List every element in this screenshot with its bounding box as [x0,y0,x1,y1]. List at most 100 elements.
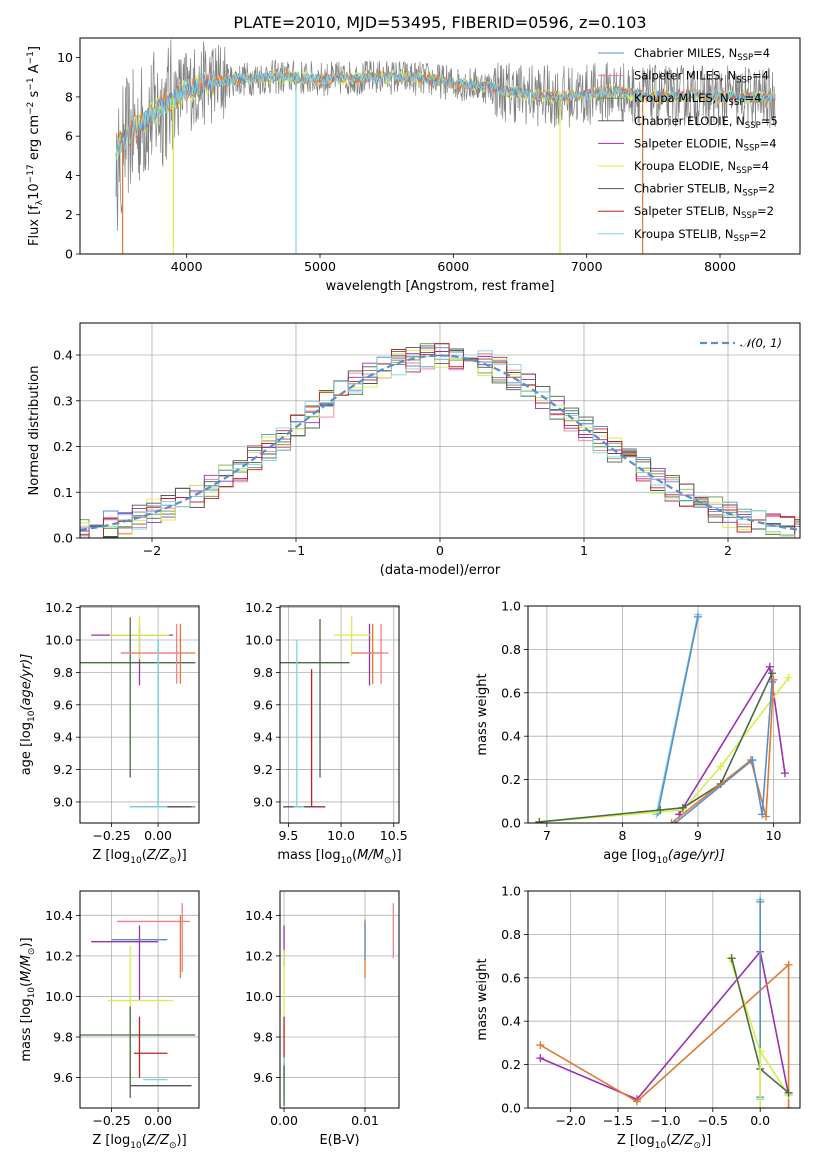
axes-frame [527,890,801,1109]
x-tick-label: 0.0 [750,1113,770,1128]
x-axis-label: Z [log10(Z/Z⊙)] [617,1133,711,1151]
weight-point-marker [536,1054,545,1063]
y-tick-label: 10.4 [45,908,73,923]
legend-entry: Salpeter ELODIE, NSSP=4 [634,136,777,153]
x-tick-label: 6000 [437,259,469,274]
legend-entry: Kroupa MILES, NSSP=4 [634,91,761,108]
y-tick-label: 0.8 [501,642,521,657]
label-part: ⊙ [384,856,392,866]
label-part: 10 [655,1141,667,1151]
x-tick-label: −2.0 [555,1113,585,1128]
y-tick-label: 0.4 [501,729,521,744]
y-tick-label: 9.8 [53,665,73,680]
label-part: age [log [603,848,656,863]
label-part: )] [701,1133,711,1148]
weight-point-marker [756,1047,765,1056]
label-part: ( [142,1133,147,1148]
x-axis-label: (data-model)/error [380,563,501,578]
y-tick-label: 9.0 [53,794,73,809]
label-part: 10 [130,1141,142,1151]
residuals-panel: −2 −1 0 1 2 0.0 0.1 0.2 0.3 0.4 (data-model)/error… [27,322,801,578]
label-part: ] [27,46,42,51]
label-part: Z [log [92,848,130,863]
weight-point-marker [768,669,777,678]
spectrum-panel: 4000 5000 6000 7000 8000 0 2 4 6 8 10 wavelength [A… [26,37,801,294]
weight-point-marker [667,819,676,823]
y-tick-label: 10.0 [245,989,273,1004]
label-part: Z/Z [146,1133,170,1148]
label-part: erg cm [27,115,42,164]
x-tick-label: 10 [766,828,782,843]
label-part: =4 [752,159,769,173]
label-part: ⊙ [27,948,37,956]
weight-series-line [539,672,773,823]
axes-frame [79,890,200,1109]
label-part: SSP [745,121,761,131]
label-part: Salpeter ELODIE, N [634,136,744,150]
legend-entry: Chabrier MILES, NSSP=4 [634,46,770,63]
y-tick-label: 0.8 [501,927,521,942]
gaussian-curve [80,354,800,532]
label-part: Chabrier STELIB, N [634,182,742,196]
label-part: )] [391,848,401,863]
y-axis-label: age [log10(age/yr)] [19,654,37,776]
weight-point-marker [780,769,789,778]
axes-frame [79,605,200,824]
weight-point-marker [768,677,777,686]
y-axis-label: Flux [fλ10−17 erg cm−2 s−1 A−1] [26,46,45,246]
y-tick-label: 9.4 [53,730,73,745]
y-axis-label: Normed distribution [27,366,42,496]
mass-vs-metallicity-panel: −0.25 0.009.69.810.010.210.4Z [log10(Z/Z⊙… [19,890,200,1151]
model-spectrum-line [115,70,776,158]
y-tick-label: 9.4 [253,730,273,745]
weight-point-marker [535,817,544,823]
label-part: SSP [737,53,753,63]
y-tick-label: 0.3 [53,393,73,408]
plot-area [115,39,777,254]
weight-point-marker [784,960,793,969]
label-part: mass [log [277,848,340,863]
x-tick-label: 10.0 [327,828,355,843]
weight-series-line [539,963,790,1108]
label-part: M/M [19,955,34,982]
label-part: 10 [341,856,353,866]
weight-point-marker [784,673,793,682]
y-tick-label: 9.8 [53,1030,73,1045]
y-tick-label: 0.6 [501,970,521,985]
label-part: s [27,90,42,101]
label-part: =2 [749,227,766,241]
x-tick-label: 10.5 [380,828,408,843]
label-part: 10 [130,856,142,866]
x-tick-label: 0.01 [351,1113,379,1128]
legend-entry: Salpeter MILES, NSSP=4 [634,69,769,86]
legend-entry: Kroupa ELODIE, NSSP=4 [634,159,769,176]
label-part: Chabrier MILES, N [634,46,737,60]
label-part: 10 [656,856,668,866]
label-part: ⊙ [693,1141,701,1151]
plot-area [280,615,389,808]
x-tick-label: −0.25 [92,1113,130,1128]
x-tick-label: 2 [724,543,732,558]
legend-entry: Kroupa STELIB, NSSP=2 [634,227,766,244]
figure-title: PLATE=2010, MJD=53495, FIBERID=0596, z=0… [233,13,646,32]
mass-weight-vs-metallicity-panel: −2.0 −1.5 −1.0 −0.5 0.0 0.0 0.2 0.4 0.6 0.8 1.0 Z [… [475,884,801,1151]
weight-point-marker [694,612,702,621]
label-part: Flux [f [27,205,42,246]
x-tick-label: 0.00 [144,1113,172,1128]
plot-area [80,343,800,538]
y-tick-label: 0.2 [501,1057,521,1072]
x-tick-label: −2 [143,543,161,558]
y-tick-label: 2 [65,207,73,222]
y-tick-label: 9.8 [253,665,273,680]
label-part: M/M [357,848,384,863]
label-part: )] [177,848,187,863]
x-tick-label: 9 [694,828,702,843]
x-tick-label: 7 [543,828,551,843]
weight-point-marker [678,803,687,812]
label-part: 10 [27,710,37,722]
label-part: (age/yr)] [668,848,725,863]
x-tick-label: 8000 [704,259,736,274]
x-tick-label: 7000 [571,259,603,274]
weight-point-marker [756,897,765,906]
